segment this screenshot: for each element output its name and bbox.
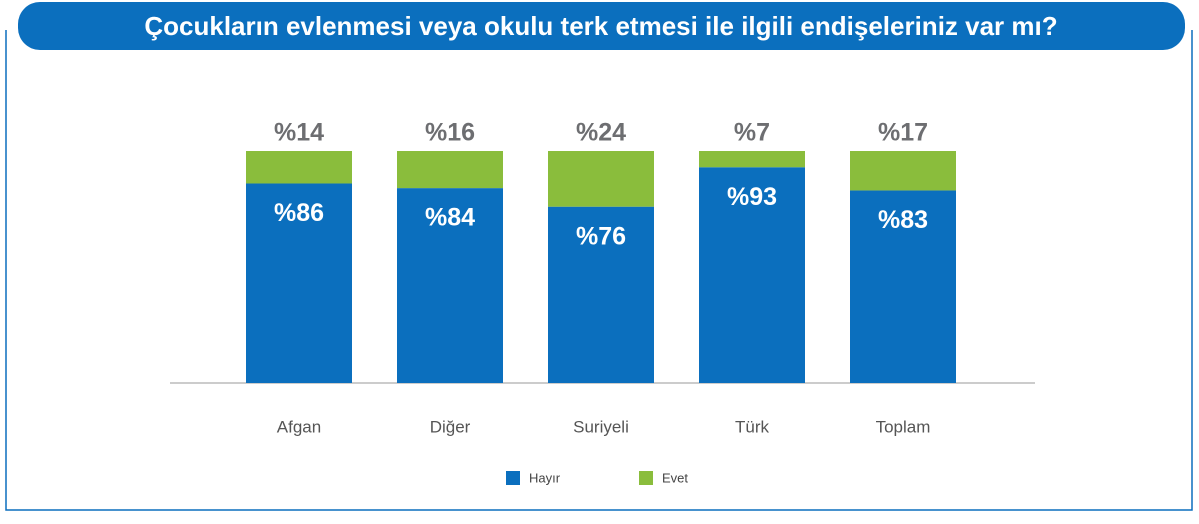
x-tick-label: Afgan <box>277 417 321 436</box>
value-label: %24 <box>576 119 626 147</box>
value-label: %93 <box>727 183 777 211</box>
frame <box>5 30 1193 511</box>
value-label: %14 <box>274 119 324 147</box>
bar-segment <box>850 151 956 191</box>
bar-segment <box>699 151 805 168</box>
legend-swatch <box>506 471 520 485</box>
legend-label: Hayır <box>529 470 561 485</box>
x-tick-label: Diğer <box>430 417 471 436</box>
value-label: %7 <box>734 119 770 147</box>
bar-segment <box>850 190 956 383</box>
bar-segment <box>548 151 654 207</box>
value-label: %76 <box>576 222 626 250</box>
value-label: %84 <box>425 204 475 232</box>
bar-segment <box>548 206 654 383</box>
bar-segment <box>397 151 503 189</box>
legend-swatch <box>639 471 653 485</box>
chart-title: Çocukların evlenmesi veya okulu terk etm… <box>144 11 1057 41</box>
legend-label: Evet <box>662 470 688 485</box>
x-tick-label: Türk <box>735 417 770 436</box>
value-label: %83 <box>878 206 928 234</box>
bar-segment <box>699 167 805 383</box>
bar-segment <box>246 151 352 184</box>
x-tick-label: Toplam <box>876 417 931 436</box>
value-label: %17 <box>878 119 928 147</box>
value-label: %16 <box>425 119 475 147</box>
bar-segment <box>246 183 352 383</box>
x-tick-label: Suriyeli <box>573 417 629 436</box>
bar-segment <box>397 188 503 383</box>
value-label: %86 <box>274 199 324 227</box>
title-banner <box>18 2 1185 50</box>
